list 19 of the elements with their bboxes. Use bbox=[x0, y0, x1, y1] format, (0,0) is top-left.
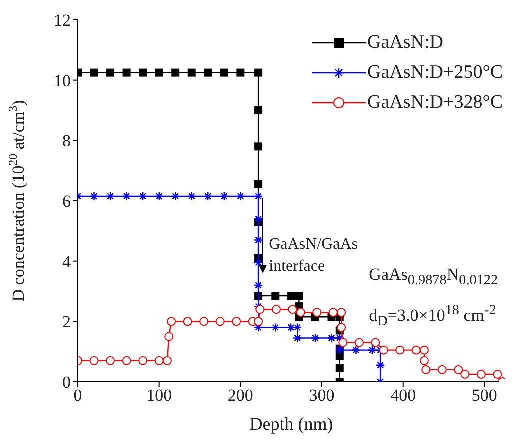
y-tick-label: 4 bbox=[62, 252, 72, 272]
x-tick-label: 300 bbox=[309, 386, 335, 406]
x-tick-label: 200 bbox=[228, 386, 254, 406]
x-tick-label: 500 bbox=[472, 386, 498, 406]
x-axis-title: Depth (nm) bbox=[250, 414, 334, 434]
y-tick-label: 8 bbox=[62, 132, 71, 151]
annotation: GaAsN/GaAs interface bbox=[269, 236, 358, 276]
y-tick-label: 10 bbox=[54, 71, 71, 90]
annotation: d$_{D}$=3.0×10$^{18}$ cm$^{-2}$ bbox=[369, 302, 496, 330]
y-tick-label: 0 bbox=[62, 373, 71, 392]
legend-label: GaAsN:D+328°C bbox=[368, 91, 503, 115]
x-tick-label: 400 bbox=[390, 386, 416, 406]
x-tick-label: 100 bbox=[146, 386, 172, 406]
y-tick-label: 12 bbox=[54, 11, 71, 30]
y-tick-label: 2 bbox=[62, 312, 71, 332]
legend-label: GaAsN:D bbox=[368, 31, 444, 55]
legend-label: GaAsN:D+250°C bbox=[368, 61, 503, 85]
y-tick-label: 6 bbox=[62, 192, 71, 212]
annotation: GaAs$_{0.9878}$N$_{0.0122}$ bbox=[369, 265, 498, 289]
